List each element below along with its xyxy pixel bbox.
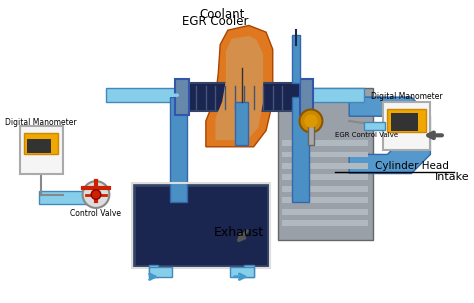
Bar bbox=[148, 267, 173, 277]
Bar bbox=[134, 185, 268, 266]
Circle shape bbox=[304, 114, 318, 128]
Bar bbox=[170, 97, 187, 202]
Bar bbox=[283, 186, 368, 192]
Bar bbox=[39, 191, 101, 204]
Bar bbox=[244, 265, 254, 277]
Bar bbox=[301, 88, 364, 102]
Polygon shape bbox=[349, 97, 430, 174]
Bar bbox=[364, 122, 384, 130]
Bar bbox=[283, 140, 368, 146]
Text: Digital Manometer: Digital Manometer bbox=[371, 92, 442, 101]
Polygon shape bbox=[215, 36, 263, 140]
Bar bbox=[283, 152, 368, 157]
Bar bbox=[235, 102, 248, 145]
Bar bbox=[387, 108, 426, 132]
Bar bbox=[148, 265, 158, 277]
Bar bbox=[106, 88, 175, 102]
Circle shape bbox=[300, 109, 322, 132]
Bar bbox=[230, 267, 254, 277]
Text: Exhaust: Exhaust bbox=[213, 225, 264, 238]
Bar bbox=[283, 163, 368, 169]
Circle shape bbox=[82, 181, 109, 208]
Polygon shape bbox=[206, 25, 273, 147]
Bar bbox=[300, 79, 313, 115]
Bar bbox=[308, 126, 314, 145]
Bar bbox=[391, 113, 418, 131]
Bar bbox=[175, 79, 189, 115]
Bar bbox=[283, 209, 368, 215]
Bar bbox=[292, 97, 309, 202]
Text: Control Valve: Control Valve bbox=[71, 209, 121, 218]
Text: Coolant: Coolant bbox=[200, 8, 245, 21]
Bar bbox=[187, 83, 301, 112]
Text: EGR Cooler: EGR Cooler bbox=[182, 15, 249, 28]
Bar bbox=[19, 126, 63, 174]
Bar bbox=[283, 220, 368, 226]
Text: Intake: Intake bbox=[435, 172, 470, 182]
Bar bbox=[383, 102, 430, 150]
Bar bbox=[277, 88, 373, 240]
Bar bbox=[27, 139, 51, 152]
Text: EGR Control Valve: EGR Control Valve bbox=[335, 132, 398, 138]
Bar bbox=[132, 183, 270, 268]
Bar bbox=[283, 175, 368, 180]
Text: Digital Manometer: Digital Manometer bbox=[5, 118, 76, 127]
Circle shape bbox=[91, 190, 101, 199]
Text: Cylinder Head: Cylinder Head bbox=[375, 161, 449, 171]
Bar bbox=[283, 198, 368, 203]
Bar bbox=[292, 35, 300, 83]
Bar bbox=[24, 133, 58, 155]
